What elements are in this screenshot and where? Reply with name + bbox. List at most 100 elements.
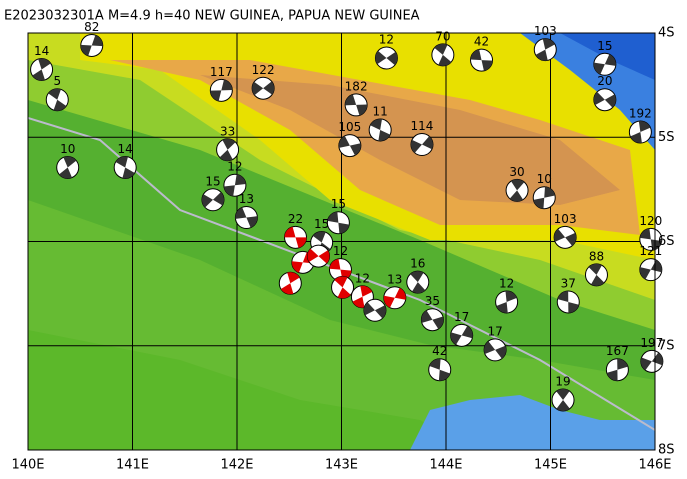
depth-label: 42 xyxy=(432,344,447,358)
beachball xyxy=(56,155,80,179)
beachball xyxy=(113,155,137,179)
beachball xyxy=(326,211,350,235)
depth-label: 17 xyxy=(487,324,502,338)
x-tick-label: 146E xyxy=(638,458,671,473)
depth-label: 103 xyxy=(554,212,577,226)
depth-label: 122 xyxy=(252,63,275,77)
beachball-quadrant xyxy=(639,260,662,280)
beachball xyxy=(80,34,104,58)
beachball xyxy=(639,258,663,282)
beachball-quadrant xyxy=(32,58,51,81)
x-tick-label: 143E xyxy=(325,458,358,473)
y-tick-label: 8S xyxy=(658,443,675,458)
beachball xyxy=(533,38,557,62)
depth-label: 14 xyxy=(118,142,133,156)
beachball-quadrant xyxy=(588,263,605,286)
beachball xyxy=(470,48,494,72)
beachball xyxy=(639,227,663,251)
beachball xyxy=(278,271,302,295)
depth-label: 13 xyxy=(387,272,402,286)
depth-label: 82 xyxy=(84,20,99,34)
beachball-quadrant xyxy=(352,285,373,308)
beachball xyxy=(234,206,258,230)
beachball-quadrant xyxy=(496,290,517,313)
depth-label: 13 xyxy=(239,192,254,206)
depth-label: 12 xyxy=(379,33,394,47)
beachball xyxy=(201,188,225,212)
beachball xyxy=(374,46,398,70)
beachball-quadrant xyxy=(535,38,555,61)
beachball-quadrant xyxy=(59,156,77,179)
beachball xyxy=(551,388,575,412)
beachball-quadrant xyxy=(235,207,258,228)
beachball xyxy=(428,358,452,382)
x-tick-label: 142E xyxy=(220,458,253,473)
depth-label: 103 xyxy=(534,24,557,38)
depth-label: 19 xyxy=(555,374,570,388)
beachball-quadrant xyxy=(421,310,444,329)
beachball-quadrant xyxy=(606,358,628,381)
beachball xyxy=(450,323,474,347)
beachball-quadrant xyxy=(307,248,330,264)
events: 22 15 12 12 13 15 16 12 17 17 37 19 167 197 35 42 30 10 11… xyxy=(30,20,664,412)
depth-label: 120 xyxy=(639,214,662,228)
y-tick-label: 6S xyxy=(658,234,675,249)
beachball-quadrant xyxy=(383,287,406,308)
beachball xyxy=(209,78,233,102)
beachball xyxy=(284,225,308,249)
beachball-quadrant xyxy=(338,135,361,156)
beachball-quadrant xyxy=(509,179,525,202)
beachball xyxy=(331,275,355,299)
beachball-quadrant xyxy=(370,118,391,141)
beachball-quadrant xyxy=(410,271,426,294)
beachball xyxy=(30,57,54,81)
depth-label: 15 xyxy=(597,39,612,53)
beachball-quadrant xyxy=(284,226,307,248)
beachball xyxy=(495,290,519,314)
depth-label: 88 xyxy=(589,249,604,263)
beachball-quadrant xyxy=(593,91,616,108)
beachball-quadrant xyxy=(327,211,350,234)
beachball-quadrant xyxy=(48,88,67,111)
depth-label: 70 xyxy=(435,29,450,43)
y-tick-label: 7S xyxy=(658,338,675,353)
beachball-quadrant xyxy=(593,54,616,75)
x-tick-label: 140E xyxy=(11,458,44,473)
frame xyxy=(27,32,656,451)
depth-label: 10 xyxy=(537,172,552,186)
depth-label: 35 xyxy=(425,294,440,308)
depth-label: 5 xyxy=(53,74,61,88)
depth-label: 167 xyxy=(606,344,629,358)
depth-label: 105 xyxy=(338,120,361,134)
beachball xyxy=(363,298,387,322)
beachball xyxy=(251,76,275,100)
beachball-quadrant xyxy=(280,272,300,295)
beachball-quadrant xyxy=(484,341,507,359)
beachball-quadrant xyxy=(450,325,473,345)
beachball-quadrant xyxy=(334,276,351,299)
x-tick-label: 145E xyxy=(534,458,567,473)
depth-label: 15 xyxy=(205,174,220,188)
beachball-quadrant xyxy=(533,186,556,209)
depth-label: 30 xyxy=(509,165,524,179)
beachball-quadrant xyxy=(329,258,352,281)
beachball xyxy=(420,308,444,332)
beachball-quadrant xyxy=(115,156,135,179)
beachball-quadrant xyxy=(470,49,493,71)
depth-label: 42 xyxy=(474,35,489,49)
depth-label: 10 xyxy=(60,142,75,156)
beachball xyxy=(431,43,455,67)
depth-label: 12 xyxy=(355,271,370,285)
depth-label: 197 xyxy=(640,336,663,350)
depth-label: 15 xyxy=(314,217,329,231)
beachball xyxy=(368,118,392,142)
y-tick-label: 5S xyxy=(658,130,675,145)
depth-label: 121 xyxy=(639,244,662,258)
depth-label: 12 xyxy=(227,160,242,174)
beachball xyxy=(410,133,434,157)
depth-label: 16 xyxy=(410,257,425,271)
depth-label: 33 xyxy=(220,124,235,138)
beachball-quadrant xyxy=(210,79,233,102)
